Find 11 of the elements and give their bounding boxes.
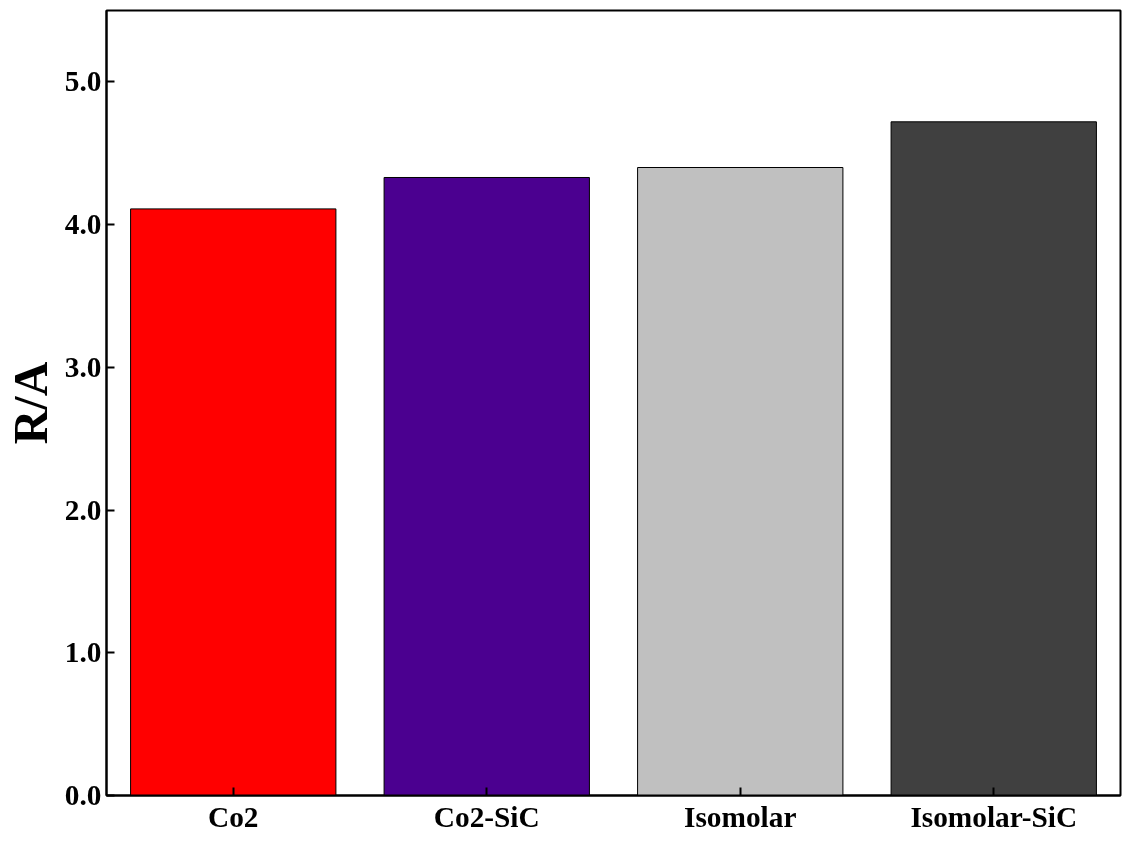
x-tick-label: Isomolar (684, 800, 797, 833)
y-tick-label: 3.0 (64, 350, 102, 383)
x-tick-label: Co2-SiC (433, 800, 540, 833)
x-tick-label: Isomolar-SiC (910, 800, 1078, 833)
y-tick-label: 1.0 (64, 636, 102, 669)
y-axis-title: R/A (3, 361, 57, 445)
y-tick-label: 5.0 (64, 65, 102, 98)
y-tick-label: 2.0 (64, 493, 102, 526)
x-tick-label: Co2 (208, 800, 259, 833)
y-tick-label: 4.0 (64, 208, 102, 241)
y-tick-label: 0.0 (64, 779, 102, 811)
